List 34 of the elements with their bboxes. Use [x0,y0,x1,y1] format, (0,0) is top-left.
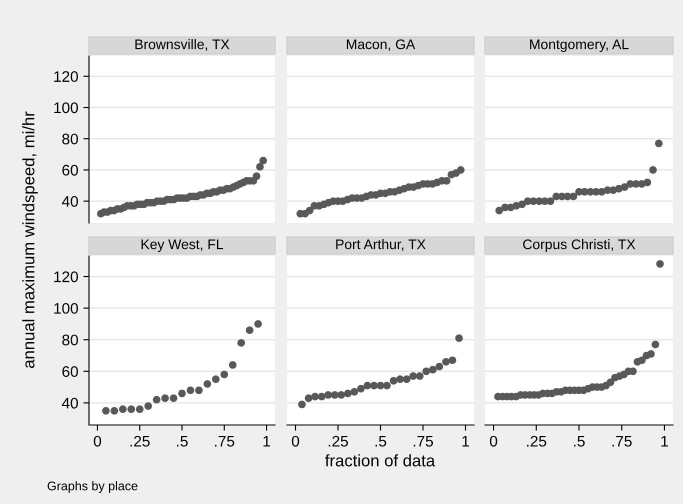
chart-title: Macon, GA [346,39,416,51]
y-tick-label: 80 [62,334,78,346]
x-tick-label: .25 [527,436,546,447]
x-tick-label: .25 [130,436,150,447]
chart-title: Montgomery, AL [530,40,629,52]
x-tick-label: .75 [612,436,632,447]
text: Graphs by place [48,481,138,493]
x-axis-title: fraction of data [325,454,436,466]
chart-title: Port Arthur, TX [336,239,426,251]
x-tick-label: 0 [292,436,300,447]
x-tick-label: 0 [94,436,102,447]
x-tick-label: .5 [376,436,386,447]
chart-title: Brownsville, TX [135,39,230,51]
y-tick-label: 40 [62,398,78,409]
x-tick-label: 1 [661,436,668,446]
chart-title: Key West, FL [142,240,224,252]
x-tick-label: .75 [414,436,433,447]
y-axis-title: annual maximum windspeed, mi/hr [22,112,38,368]
y-tick-label: 60 [62,366,78,377]
y-tick-label: 100 [54,302,78,314]
y-tick-label: 80 [62,134,78,144]
y-tick-label: 120 [54,271,78,282]
y-tick-label: 40 [62,196,78,207]
y-tick-label: 60 [62,164,78,176]
x-tick-label: 1 [263,436,270,446]
x-tick-label: .5 [574,436,585,447]
chart-title: Corpus Christi, TX [523,239,636,252]
x-tick-label: .25 [328,436,348,447]
x-tick-label: .75 [215,436,234,447]
x-tick-label: .5 [177,436,188,447]
x-tick-label: 0 [490,436,498,447]
y-tick-label: 120 [54,71,78,82]
y-tick-label: 100 [54,102,78,114]
x-tick-label: 1 [462,436,470,446]
